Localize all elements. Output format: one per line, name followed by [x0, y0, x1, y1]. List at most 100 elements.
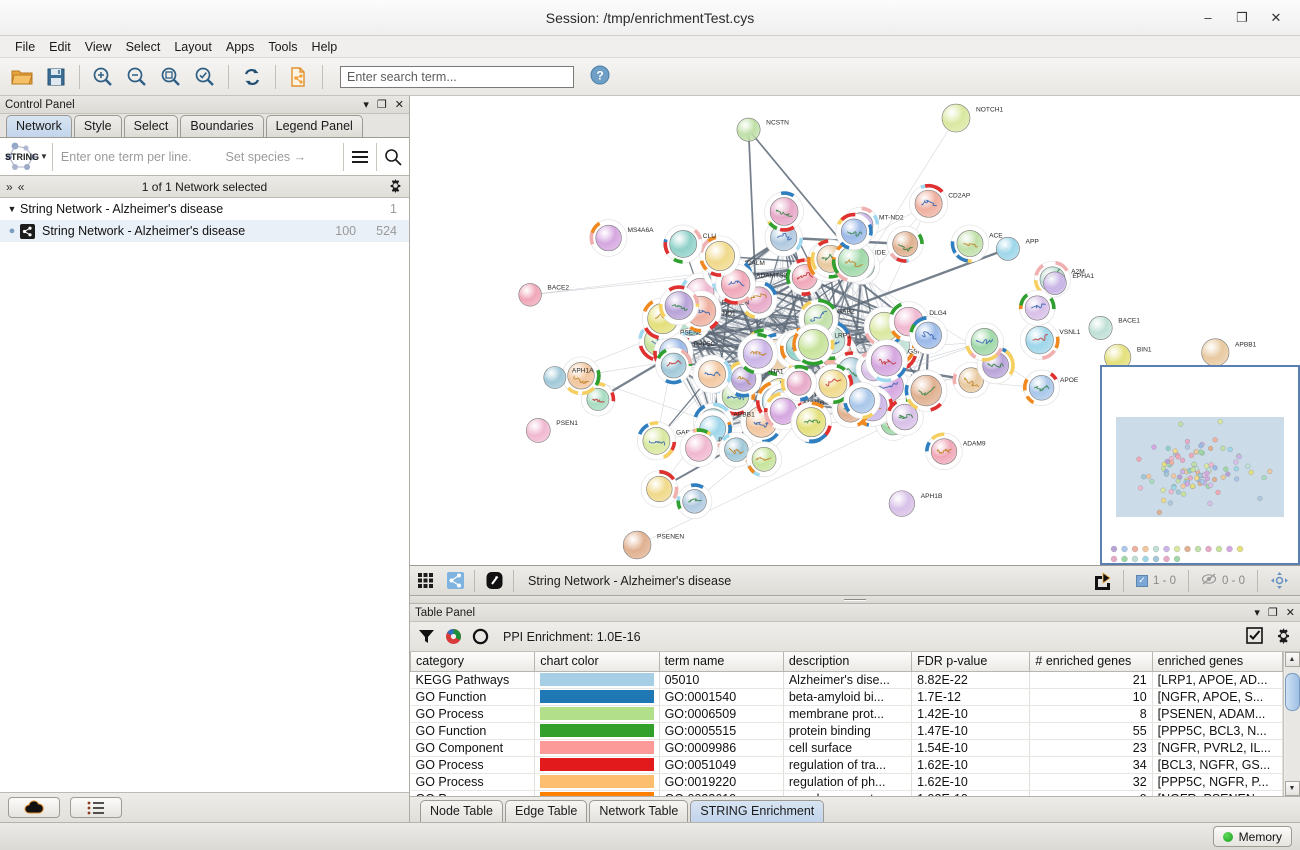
node-sphere[interactable] [660, 352, 687, 379]
node-sphere[interactable] [1201, 338, 1230, 367]
list-icon[interactable] [70, 797, 122, 818]
expand-all-icon[interactable]: « [17, 179, 25, 194]
node-sphere[interactable] [930, 438, 958, 465]
network-node[interactable]: ACE [950, 224, 1003, 263]
network-node[interactable]: APH1A [543, 366, 594, 389]
network-node[interactable]: GSK3B [865, 339, 931, 383]
open-folder-icon[interactable] [6, 62, 38, 92]
tab-select[interactable]: Select [123, 115, 179, 137]
node-sphere[interactable] [543, 366, 567, 389]
node-sphere[interactable] [704, 241, 735, 271]
menu-help[interactable]: Help [311, 39, 338, 54]
network-node[interactable]: VSNL1 [1019, 320, 1081, 360]
network-node[interactable]: CLU [663, 224, 716, 264]
network-node[interactable]: PIS1 [679, 428, 733, 468]
refresh-icon[interactable] [236, 62, 268, 92]
network-node[interactable] [658, 285, 700, 326]
node-sphere[interactable] [837, 245, 870, 277]
collapse-all-icon[interactable]: » [6, 179, 13, 194]
string-logo-icon[interactable]: STRING [0, 139, 44, 175]
scroll-up-arrow-icon[interactable]: ▲ [1284, 652, 1300, 667]
node-sphere[interactable] [742, 338, 773, 369]
network-node[interactable] [843, 381, 881, 420]
network-node[interactable]: ADAM9 [924, 432, 986, 471]
node-sphere[interactable] [914, 189, 943, 218]
network-node[interactable] [1018, 289, 1056, 327]
control-panel-close-icon[interactable]: ✕ [394, 99, 404, 111]
network-view[interactable]: MT-ND1GAB2ACHECR1MS4A4AMS4A6APICALMEPHA1… [410, 96, 1300, 566]
col-fdr-pvalue[interactable]: FDR p-value [911, 652, 1031, 672]
network-node[interactable] [655, 347, 693, 385]
zoom-selected-icon[interactable] [189, 62, 221, 92]
network-node[interactable] [909, 315, 948, 355]
network-node[interactable]: PSEN1 [525, 418, 578, 443]
node-sphere[interactable] [1043, 271, 1067, 295]
maximize-button[interactable]: ❐ [1236, 9, 1248, 25]
network-node[interactable]: PSENEN [622, 530, 684, 560]
node-sphere[interactable] [870, 344, 903, 377]
zoom-in-icon[interactable] [87, 62, 119, 92]
table-row[interactable]: GO Function GO:0001540 beta-amyloid bi... 1… [410, 688, 1284, 706]
set-species-link[interactable]: Set species → [225, 149, 307, 164]
export-icon[interactable] [1087, 567, 1117, 595]
scroll-track[interactable] [1284, 667, 1300, 781]
share-network-icon[interactable] [283, 62, 315, 92]
node-sphere[interactable] [910, 374, 942, 407]
tab-string-enrichment[interactable]: STRING Enrichment [690, 800, 825, 822]
node-sphere[interactable] [970, 328, 999, 356]
node-sphere[interactable] [685, 434, 713, 462]
node-sphere[interactable] [736, 117, 761, 142]
menu-edit[interactable]: Edit [49, 39, 71, 54]
table-row[interactable]: GO Process GO:0033619membrane prot...1.93… [410, 790, 1284, 796]
node-sphere[interactable] [682, 489, 707, 514]
network-node[interactable]: BACE1 [1088, 316, 1140, 340]
network-node[interactable] [764, 191, 804, 232]
panel-resize-grip[interactable] [410, 596, 1300, 604]
network-node[interactable]: APOE [1022, 369, 1079, 407]
node-sphere[interactable] [622, 530, 652, 560]
node-sphere[interactable] [586, 388, 610, 411]
tab-edge-table[interactable]: Edge Table [505, 800, 588, 822]
col-category[interactable]: category [410, 652, 536, 672]
viewport-rect[interactable] [1116, 417, 1284, 517]
table-vertical-scrollbar[interactable]: ▲ ▼ [1283, 652, 1300, 796]
network-node[interactable] [692, 354, 732, 394]
network-node[interactable] [746, 441, 782, 478]
menu-apps[interactable]: Apps [225, 39, 255, 54]
network-node[interactable]: EPHA1 [1043, 271, 1095, 295]
network-node[interactable]: IDE [831, 240, 887, 283]
control-panel-float-icon[interactable]: ❐ [376, 99, 387, 111]
node-sphere[interactable] [849, 387, 875, 414]
network-node[interactable]: BACE2 [518, 283, 570, 307]
network-node[interactable] [790, 401, 832, 443]
node-sphere[interactable] [1025, 326, 1054, 355]
node-sphere[interactable] [798, 329, 829, 360]
network-node[interactable]: GAB2 [636, 421, 694, 461]
col-description[interactable]: description [782, 652, 913, 672]
table-row[interactable]: GO Function GO:0005515 protein binding 1.47… [410, 722, 1284, 740]
node-sphere[interactable] [996, 236, 1020, 261]
table-row[interactable]: KEGG Pathways 05010 Alzheimer's dise... 8.8… [410, 671, 1284, 689]
network-canvas[interactable]: MT-ND1GAB2ACHECR1MS4A4AMS4A6APICALMEPHA1… [410, 96, 1300, 566]
node-sphere[interactable] [518, 283, 542, 307]
network-node[interactable]: APBB1 [1201, 338, 1257, 367]
grid-layout-icon[interactable] [410, 567, 440, 595]
network-node[interactable]: CD2AP [909, 183, 971, 224]
birds-eye-canvas[interactable] [1102, 367, 1300, 565]
network-node[interactable] [561, 356, 601, 396]
node-sphere[interactable] [646, 475, 673, 503]
expand-triangle-icon[interactable]: ▼ [7, 204, 17, 214]
node-sphere[interactable] [888, 490, 915, 517]
network-node[interactable] [835, 212, 873, 251]
tab-boundaries[interactable]: Boundaries [180, 115, 264, 137]
node-sphere[interactable] [891, 403, 919, 431]
node-sphere[interactable] [751, 446, 777, 472]
table-row[interactable]: GO Component GO:0009986 cell surface 1.54E-… [410, 739, 1284, 757]
node-sphere[interactable] [914, 321, 942, 349]
memory-button[interactable]: Memory [1212, 826, 1292, 847]
node-sphere[interactable] [525, 418, 551, 443]
string-network-toggle-icon[interactable] [440, 567, 470, 595]
save-icon[interactable] [40, 62, 72, 92]
select-all-checkbox-icon[interactable] [1246, 626, 1263, 647]
close-button[interactable]: ✕ [1270, 9, 1282, 25]
